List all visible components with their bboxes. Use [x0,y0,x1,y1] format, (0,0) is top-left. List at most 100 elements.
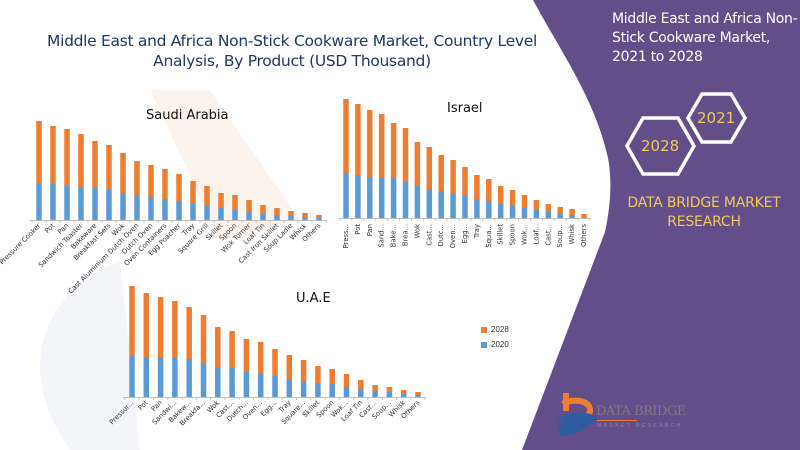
bar-2028 [288,211,294,216]
brand-name: DATA BRIDGE MARKET RESEARCH [627,195,781,230]
logo-subtext: MARKET RESEARCH [597,423,683,429]
x-tick-label: Pressur... [108,399,135,426]
bar-2028 [462,167,468,196]
bar-2020 [545,212,552,218]
legend-swatch-2020 [481,341,487,348]
bar-2028 [172,301,178,358]
bar-2028 [64,129,70,186]
bar-2028 [286,355,293,379]
x-tick-label: Wok... [521,224,529,245]
bar-2028 [176,174,182,201]
bar-2020 [243,372,250,397]
legend: 2028 2020 [481,322,509,352]
bar-2028 [272,349,278,376]
bar-2020 [162,199,168,220]
legend-label-2028: 2028 [491,325,509,334]
legend-item-2028: 2028 [481,322,509,337]
bar-2020 [569,215,575,218]
bar-2028 [545,204,552,212]
bar-2020 [462,196,468,218]
bar-2028 [355,104,361,175]
bar-2028 [497,186,504,204]
bar-2020 [64,186,70,220]
bar-2020 [474,199,480,218]
x-tick-label: Press... [342,224,350,248]
bar-2028 [243,339,250,372]
bar-2020 [355,175,361,218]
bar-2028 [358,380,364,389]
bar-2028 [378,114,385,177]
bar-2020 [426,189,433,218]
bar-2020 [509,206,516,218]
x-tick-label: Wok [413,224,421,238]
x-tick-label: Egg... [259,399,278,418]
bar-2020 [358,389,364,397]
bar-2020 [581,217,587,218]
bar-2020 [521,208,528,218]
bar-2020 [372,391,378,397]
x-tick-label: Cast... [425,224,433,246]
bar-2028 [486,179,492,201]
chart-title-israel: Israel [447,101,483,116]
bar-2028 [316,215,322,218]
page-title: Middle East and Africa Non-Stick Cookwar… [47,32,537,70]
bar-2028 [92,141,98,188]
x-tick-label: Pot [354,224,362,235]
bar-2020 [402,182,409,218]
bar-2028 [426,147,433,189]
logo-text: DATA BRIDGE [596,404,686,419]
bar-2028 [157,297,164,358]
bar-2020 [414,186,421,218]
bar-2028 [367,110,373,177]
bar-2028 [148,165,154,197]
bar-2028 [302,213,308,217]
bar-2028 [218,193,224,208]
hexagon-2021-label: 2021 [697,109,736,127]
bar-2028 [134,161,140,195]
bar-2028 [215,327,221,367]
x-tick-label: Cast... [544,224,552,246]
bar-2028 [386,387,393,392]
x-tick-label: Spoon [509,224,517,245]
bar-2020 [367,177,373,218]
bar-2020 [186,359,192,397]
bar-2020 [400,394,407,397]
x-tick-label: Brea... [402,224,410,246]
bar-2020 [288,216,294,220]
bar-2020 [215,367,221,397]
bar-2028 [329,369,335,384]
bar-2020 [172,358,178,397]
bar-2020 [92,188,98,220]
x-tick-label: Oven... [449,224,457,248]
side-panel-background [522,0,800,450]
x-tick-label: Others [580,224,588,247]
x-tick-label: Skillet [497,224,505,245]
bar-2028 [569,209,575,215]
bar-2020 [190,204,196,220]
bar-2020 [315,383,321,397]
hexagon-2028-label: 2028 [641,137,680,155]
bar-2028 [162,169,168,199]
x-tick-label: Bake... [390,224,398,247]
hexagon-2028 [624,116,697,176]
bar-2020 [274,215,280,220]
bar-2028 [509,190,516,206]
bar-2028 [400,390,407,394]
bar-2028 [143,293,150,357]
x-tick-label: Tray [473,224,481,239]
bar-2028 [274,208,280,215]
x-tick-label: Egg... [461,224,469,243]
bar-2020 [148,197,154,220]
bar-2028 [106,145,112,190]
bar-2020 [157,358,164,397]
bar-2020 [438,191,444,218]
bar-2020 [176,201,182,220]
bar-2020 [378,177,385,218]
bar-2020 [343,173,349,218]
bar-2020 [415,395,421,397]
bar-2020 [316,218,322,220]
bar-2028 [315,366,321,383]
